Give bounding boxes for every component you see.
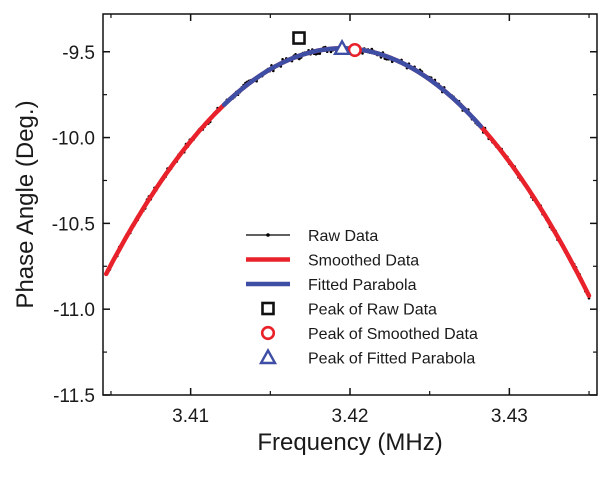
legend-label: Peak of Fitted Parabola bbox=[308, 351, 475, 368]
y-tick-label: -10.0 bbox=[52, 129, 95, 150]
y-tick-label: -11.0 bbox=[53, 300, 95, 321]
peak-smoothed-marker bbox=[347, 42, 362, 58]
x-tick-label: 3.43 bbox=[491, 406, 528, 427]
raw-data-point bbox=[361, 52, 364, 55]
y-tick-label: -11.5 bbox=[53, 386, 95, 407]
legend-label: Peak of Smoothed Data bbox=[308, 326, 478, 343]
x-tick-label: 3.41 bbox=[172, 406, 209, 427]
raw-data-point bbox=[318, 52, 322, 55]
legend-symbol-square bbox=[261, 301, 275, 316]
x-axis-title: Frequency (MHz) bbox=[257, 429, 442, 456]
raw-data-point bbox=[329, 50, 333, 54]
legend-symbol-circle bbox=[260, 325, 276, 341]
axis-ticks bbox=[103, 14, 597, 396]
legend-label: Smoothed Data bbox=[308, 253, 419, 270]
peak-fitted-marker bbox=[332, 38, 352, 56]
legend: Raw Data Smoothed Data Fitted Parabola Peak… bbox=[246, 228, 478, 368]
y-tick-label: -9.5 bbox=[62, 43, 95, 64]
legend-label: Peak of Raw Data bbox=[308, 302, 437, 319]
x-tick-label: 3.42 bbox=[332, 406, 369, 427]
legend-symbol-triangle bbox=[258, 348, 278, 365]
peak-markers bbox=[292, 31, 362, 58]
y-tick-label: -10.5 bbox=[52, 214, 95, 235]
legend-label: Fitted Parabola bbox=[308, 277, 417, 294]
tick-labels: 3.41 3.42 3.43 -9.5 -10.0 -10.5 -11.0 -11.5 bbox=[52, 43, 528, 427]
legend-symbol-raw-point bbox=[266, 233, 270, 237]
peak-raw-marker bbox=[292, 31, 306, 45]
y-axis-title: Phase Angle (Deg.) bbox=[12, 100, 39, 308]
legend-label: Raw Data bbox=[308, 228, 378, 245]
